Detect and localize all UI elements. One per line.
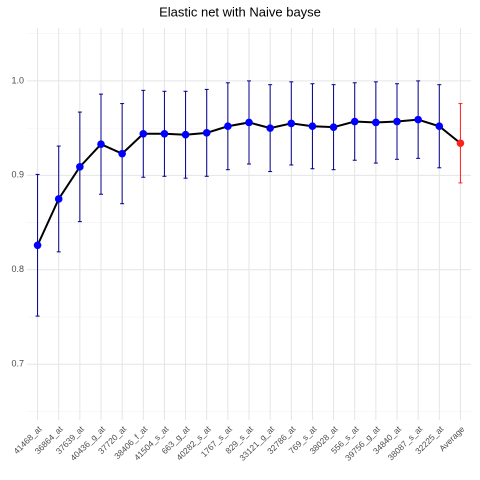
point [414, 115, 422, 124]
point [245, 118, 253, 127]
point [287, 119, 296, 128]
point [54, 195, 63, 203]
point [393, 117, 401, 126]
y-tick-label: 0.7 [11, 359, 24, 369]
point [33, 241, 42, 250]
point [97, 140, 105, 148]
point [372, 118, 380, 127]
point [435, 122, 444, 131]
point [329, 123, 338, 131]
chart-title: Elastic net with Naive bayse [159, 4, 321, 19]
point [160, 129, 169, 138]
point [266, 124, 274, 132]
point [139, 129, 148, 138]
y-tick-label: 0.9 [11, 170, 24, 180]
point [202, 129, 211, 137]
point [76, 163, 84, 171]
y-tick-label: 0.8 [11, 264, 24, 274]
point [456, 139, 465, 148]
point [308, 122, 317, 131]
point [350, 117, 359, 126]
point [181, 130, 190, 139]
point [118, 149, 126, 158]
y-tick-label: 1.0 [11, 75, 24, 85]
point [224, 122, 232, 131]
